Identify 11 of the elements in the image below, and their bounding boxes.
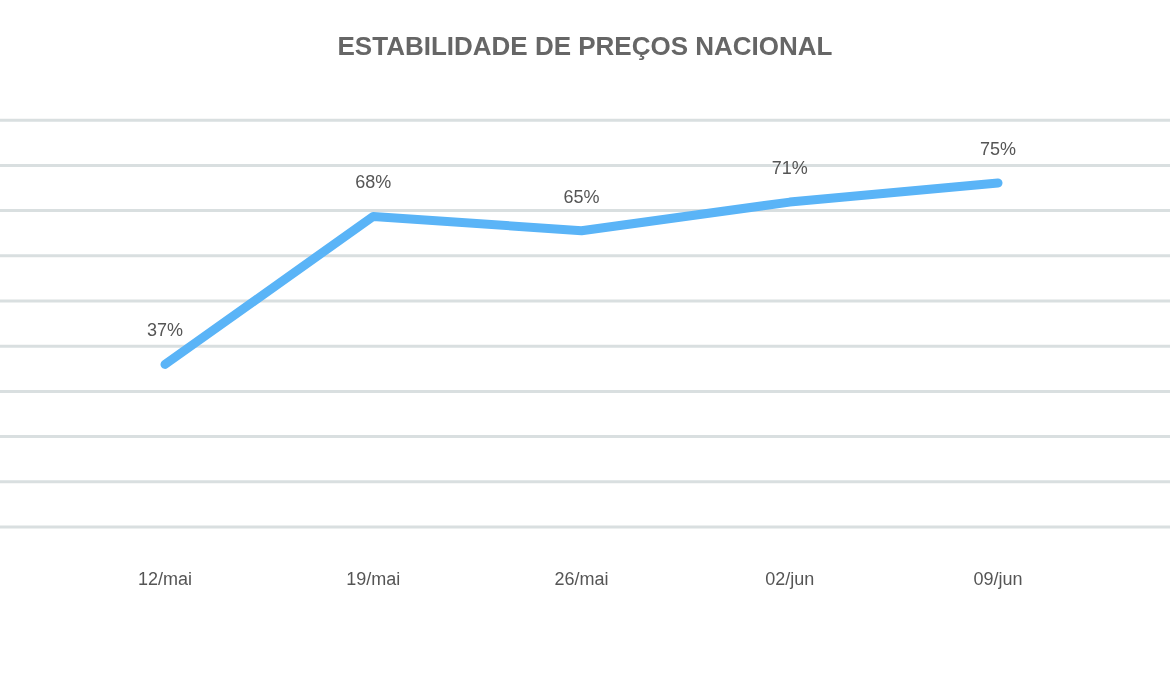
data-label: 37% [146,320,184,341]
chart-title: ESTABILIDADE DE PREÇOS NACIONAL [337,31,833,61]
data-label: 68% [355,172,392,193]
x-tick-label: 09/jun [973,569,1023,589]
data-label: 65% [563,186,600,207]
data-label: 75% [979,139,1017,159]
data-label: 71% [771,158,808,179]
x-tick-label: 19/mai [346,569,401,589]
x-tick-label: 26/mai [554,569,609,589]
x-tick-label: 12/mai [137,569,193,589]
x-tick-label: 02/jun [765,569,815,589]
